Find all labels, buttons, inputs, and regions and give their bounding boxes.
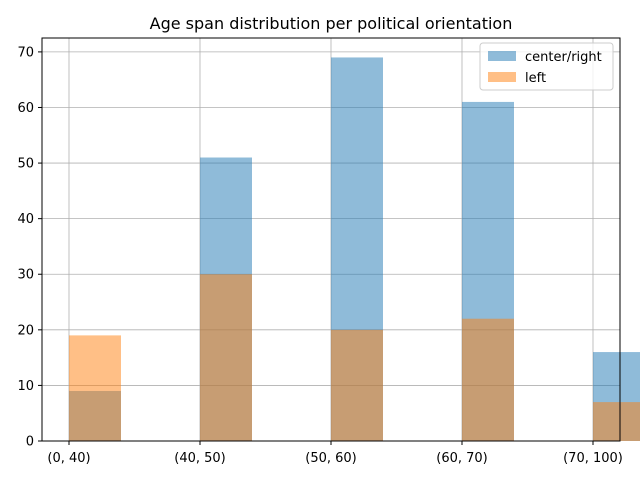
x-axis-ticks: (0, 40) (40, 50) (50, 60) (60, 70) (70, 100) <box>47 441 623 466</box>
x-tick-label: (70, 100) <box>563 451 623 466</box>
x-tick-label: (60, 70) <box>436 451 488 466</box>
y-tick-label: 60 <box>17 101 34 116</box>
y-tick-label: 70 <box>17 45 34 60</box>
x-tick-label: (40, 50) <box>174 451 226 466</box>
legend-swatch <box>488 72 516 82</box>
legend: center/right left <box>479 42 614 91</box>
legend-label: center/right <box>525 50 602 65</box>
bar-left-3 <box>462 318 514 441</box>
y-tick-label: 10 <box>17 379 34 394</box>
y-axis-ticks: 0 10 20 30 40 50 60 70 <box>17 45 42 450</box>
y-tick-label: 0 <box>26 435 34 450</box>
bars <box>69 57 640 442</box>
y-tick-label: 20 <box>17 323 34 338</box>
y-tick-label: 40 <box>17 212 34 227</box>
bar-left-0 <box>69 335 121 441</box>
x-tick-label: (0, 40) <box>47 451 90 466</box>
chart-title: Age span distribution per political orie… <box>150 14 513 33</box>
legend-swatch <box>488 51 516 61</box>
x-tick-label: (50, 60) <box>305 451 357 466</box>
legend-label: left <box>525 71 546 86</box>
bar-left-4 <box>593 402 640 441</box>
bar-left-2 <box>331 329 383 441</box>
y-tick-label: 30 <box>17 268 34 283</box>
y-tick-label: 50 <box>17 157 34 172</box>
bar-left-1 <box>200 274 252 441</box>
